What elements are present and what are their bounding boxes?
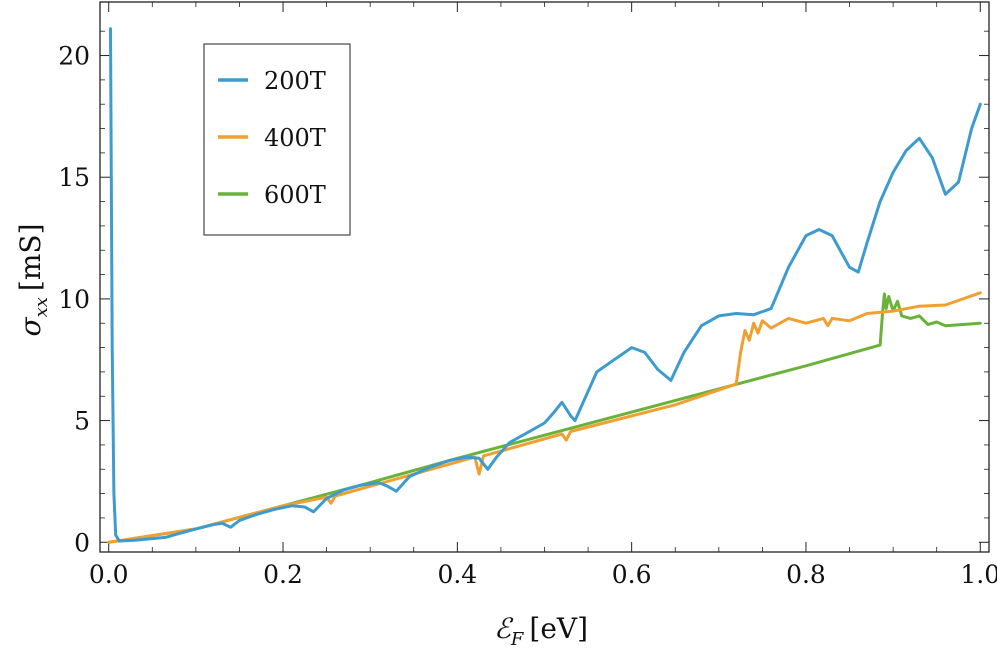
x-tick-label: 1.0 xyxy=(960,560,997,589)
y-axis-symbol: σ xyxy=(14,317,47,337)
legend-box xyxy=(203,43,351,236)
y-tick-label: 10 xyxy=(58,285,90,314)
y-axis-title: σxx [mS] xyxy=(14,223,52,336)
x-axis-symbol: ℰ xyxy=(494,612,514,645)
y-tick-label: 0 xyxy=(74,528,90,557)
series-line-400T xyxy=(107,291,982,544)
series-line-200T xyxy=(109,27,982,543)
legend-label: 600T xyxy=(264,181,326,209)
y-tick-label: 15 xyxy=(58,163,90,192)
y-tick-label: 20 xyxy=(58,42,90,71)
x-axis-unit: [eV] xyxy=(529,612,588,645)
axes-layer: 0.0 0.2 0.4 0.6 0.8 1.0 0 5 10 15 20 xyxy=(58,2,997,589)
x-tick-label: 0.8 xyxy=(786,560,826,589)
y-axis-unit: [mS] xyxy=(14,223,47,291)
x-tick-label: 0.4 xyxy=(437,560,477,589)
x-tick-label: 0.2 xyxy=(263,560,303,589)
x-tick-label: 0.0 xyxy=(89,560,129,589)
y-tick-label: 5 xyxy=(74,407,90,436)
legend-items: 200T 400T 600T xyxy=(218,67,326,209)
x-tick-label: 0.6 xyxy=(612,560,652,589)
x-axis-subscript: F xyxy=(510,629,525,650)
x-axis-title: ℰF [eV] xyxy=(494,612,588,650)
legend-label: 200T xyxy=(264,67,326,95)
series-line-600T xyxy=(107,292,982,544)
y-axis-subscript: xx xyxy=(31,297,52,317)
legend: 200T 400T 600T xyxy=(203,43,351,236)
legend-label: 400T xyxy=(264,124,326,152)
series-layer xyxy=(107,27,982,544)
